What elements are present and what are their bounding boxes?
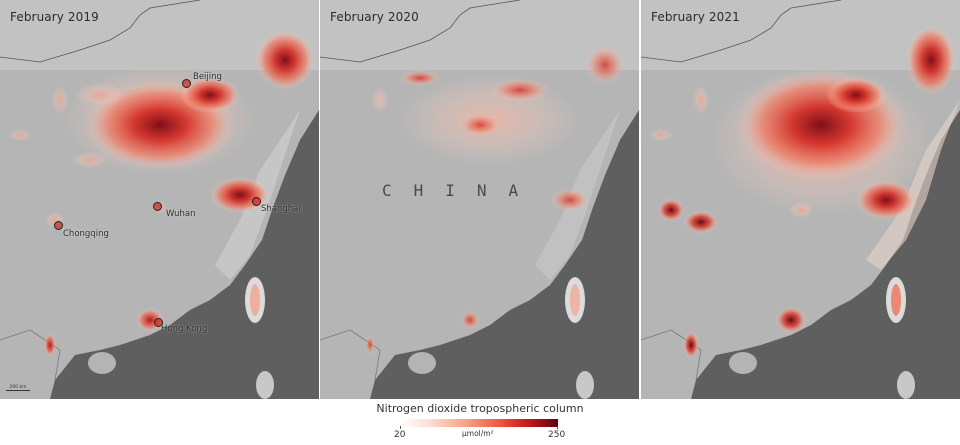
map-2019: [0, 0, 319, 399]
scale-bar: 200 km: [6, 385, 30, 391]
city-label-chongqing: Chongqing: [63, 229, 109, 239]
city-label-hong-kong: Hong Kong: [161, 324, 208, 334]
map-panel-2020: February 2020 CHINA: [320, 0, 639, 399]
colorbar: [400, 419, 558, 427]
colorbar-legend: Nitrogen dioxide tropospheric column 20 …: [0, 399, 960, 445]
city-marker-wuhan: [153, 202, 162, 211]
map-panel-2021: February 2021: [641, 0, 960, 399]
city-marker-chongqing: [54, 221, 63, 230]
legend-unit-label: μmol/m²: [462, 429, 494, 438]
tick-min: [400, 426, 401, 429]
map-panels: February 2019 Beijing Wuhan Shanghai Cho…: [0, 0, 960, 399]
map-panel-2019: February 2019 Beijing Wuhan Shanghai Cho…: [0, 0, 319, 399]
city-label-beijing: Beijing: [193, 72, 222, 82]
map-2020: [320, 0, 639, 399]
legend-max-label: 250: [548, 430, 566, 440]
legend-title: Nitrogen dioxide tropospheric column: [376, 402, 584, 415]
panel-title-2021: February 2021: [651, 10, 740, 24]
city-label-wuhan: Wuhan: [166, 209, 196, 219]
city-marker-shanghai: [252, 197, 261, 206]
city-marker-hong-kong: [154, 318, 163, 327]
map-2021: [641, 0, 960, 399]
city-marker-beijing: [182, 79, 191, 88]
city-label-shanghai: Shanghai: [261, 204, 301, 214]
country-label-china: CHINA: [382, 181, 541, 200]
panel-title-2019: February 2019: [10, 10, 99, 24]
panel-title-2020: February 2020: [330, 10, 419, 24]
tick-max: [557, 426, 558, 429]
legend-min-label: 20: [394, 430, 406, 440]
